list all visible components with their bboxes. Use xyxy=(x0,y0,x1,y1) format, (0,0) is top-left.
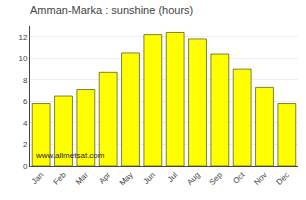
svg-text:8: 8 xyxy=(23,76,28,85)
svg-text:May: May xyxy=(118,170,135,187)
svg-text:Sep: Sep xyxy=(208,170,225,187)
svg-text:www.allmetsat.com: www.allmetsat.com xyxy=(35,151,105,160)
svg-text:Apr: Apr xyxy=(97,170,112,185)
svg-text:Jun: Jun xyxy=(142,170,157,185)
svg-text:Amman-Marka : sunshine (hours): Amman-Marka : sunshine (hours) xyxy=(30,4,193,16)
svg-text:4: 4 xyxy=(23,119,28,128)
svg-text:Jul: Jul xyxy=(166,170,180,184)
svg-text:6: 6 xyxy=(23,97,28,106)
svg-text:Feb: Feb xyxy=(52,170,69,187)
svg-text:Dec: Dec xyxy=(275,170,291,186)
svg-text:Jan: Jan xyxy=(30,170,45,185)
svg-text:10: 10 xyxy=(18,54,27,63)
svg-text:Aug: Aug xyxy=(185,170,201,186)
svg-text:Oct: Oct xyxy=(231,170,247,186)
svg-text:12: 12 xyxy=(18,33,27,42)
svg-text:0: 0 xyxy=(23,162,28,171)
svg-text:2: 2 xyxy=(23,140,28,149)
svg-text:Mar: Mar xyxy=(74,170,90,186)
svg-text:Nov: Nov xyxy=(252,170,268,186)
